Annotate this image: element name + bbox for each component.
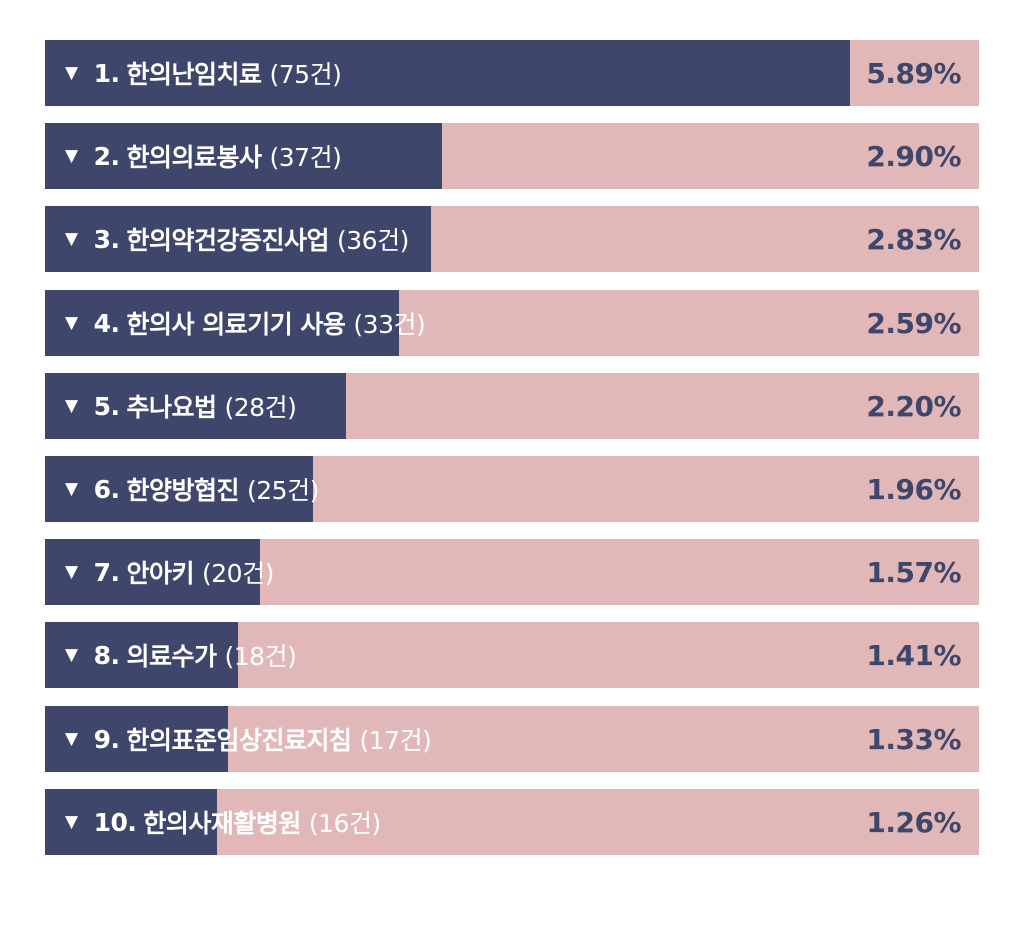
rank-number: 4. — [93, 308, 120, 338]
triangle-down-icon: ▼ — [65, 645, 78, 665]
triangle-down-icon: ▼ — [65, 229, 78, 249]
category-name: 한의사 의료기기 사용 — [126, 310, 346, 339]
category-name: 안아키 — [126, 559, 194, 588]
category-name: 한의의료봉사 — [126, 143, 262, 172]
percent-value: 1.57% — [866, 555, 961, 589]
triangle-down-icon: ▼ — [65, 146, 78, 166]
bar-label: ▼ 10. 한의사재활병원 (16건) — [65, 789, 381, 855]
category-name: 한의난임치료 — [126, 60, 262, 89]
bar-label: ▼ 6. 한양방협진 (25건) — [65, 456, 319, 522]
triangle-down-icon: ▼ — [65, 63, 78, 83]
bar-label: ▼ 1. 한의난임치료 (75건) — [65, 40, 342, 106]
triangle-down-icon: ▼ — [65, 313, 78, 333]
bar-fill — [45, 622, 238, 688]
triangle-down-icon: ▼ — [65, 479, 78, 499]
bar-label: ▼ 3. 한의약건강증진사업 (36건) — [65, 206, 409, 272]
triangle-down-icon: ▼ — [65, 729, 78, 749]
rank-number: 7. — [93, 557, 120, 587]
bar-fill — [45, 789, 217, 855]
bar-label: ▼ 7. 안아키 (20건) — [65, 539, 274, 605]
count-label: (18건) — [224, 642, 297, 671]
bar-row: ▼ 6. 한양방협진 (25건) 1.96% — [45, 456, 979, 522]
count-label: (25건) — [247, 476, 319, 505]
category-name: 의료수가 — [126, 642, 217, 671]
rank-number: 9. — [93, 724, 120, 754]
bar-fill — [45, 373, 346, 439]
bar-fill — [45, 206, 431, 272]
bar-row: ▼ 5. 추나요법 (28건) 2.20% — [45, 373, 979, 439]
percent-value: 1.41% — [866, 638, 961, 672]
category-name: 추나요법 — [126, 393, 217, 422]
count-label: (17건) — [359, 726, 432, 755]
bar-label: ▼ 9. 한의표준임상진료지침 (17건) — [65, 706, 432, 772]
bar-row: ▼ 10. 한의사재활병원 (16건) 1.26% — [45, 789, 979, 855]
rank-number: 8. — [93, 640, 120, 670]
rank-number: 6. — [93, 474, 120, 504]
count-label: (16건) — [308, 809, 381, 838]
bar-fill — [45, 539, 260, 605]
percent-value: 1.96% — [866, 472, 961, 506]
percent-value: 2.83% — [866, 222, 961, 256]
count-label: (28건) — [224, 393, 297, 422]
count-label: (75건) — [269, 60, 342, 89]
bar-row: ▼ 2. 한의의료봉사 (37건) 2.90% — [45, 123, 979, 189]
rank-number: 2. — [93, 141, 120, 171]
bar-row: ▼ 8. 의료수가 (18건) 1.41% — [45, 622, 979, 688]
percent-value: 5.89% — [866, 56, 961, 90]
bar-row: ▼ 3. 한의약건강증진사업 (36건) 2.83% — [45, 206, 979, 272]
bar-row: ▼ 7. 안아키 (20건) 1.57% — [45, 539, 979, 605]
bar-label: ▼ 5. 추나요법 (28건) — [65, 373, 297, 439]
bar-row: ▼ 1. 한의난임치료 (75건) 5.89% — [45, 40, 979, 106]
percent-value: 1.33% — [866, 722, 961, 756]
count-label: (33건) — [353, 310, 426, 339]
triangle-down-icon: ▼ — [65, 562, 78, 582]
percent-value: 2.59% — [866, 306, 961, 340]
category-name: 한의표준임상진료지침 — [126, 726, 352, 755]
rank-number: 3. — [93, 224, 120, 254]
bar-fill — [45, 456, 313, 522]
bar-fill — [45, 290, 399, 356]
bar-label: ▼ 2. 한의의료봉사 (37건) — [65, 123, 342, 189]
percent-value: 1.26% — [866, 805, 961, 839]
bar-label: ▼ 4. 한의사 의료기기 사용 (33건) — [65, 290, 426, 356]
count-label: (37건) — [269, 143, 342, 172]
category-name: 한양방협진 — [126, 476, 239, 505]
bar-row: ▼ 9. 한의표준임상진료지침 (17건) 1.33% — [45, 706, 979, 772]
count-label: (36건) — [337, 226, 409, 255]
bar-row: ▼ 4. 한의사 의료기기 사용 (33건) 2.59% — [45, 290, 979, 356]
category-name: 한의사재활병원 — [143, 809, 301, 838]
rank-number: 1. — [93, 58, 120, 88]
rank-number: 5. — [93, 391, 120, 421]
bar-fill — [45, 40, 850, 106]
percent-value: 2.90% — [866, 139, 961, 173]
count-label: (20건) — [202, 559, 274, 588]
bar-label: ▼ 8. 의료수가 (18건) — [65, 622, 297, 688]
rank-number: 10. — [93, 807, 137, 837]
bar-fill — [45, 123, 442, 189]
bar-fill — [45, 706, 228, 772]
triangle-down-icon: ▼ — [65, 396, 78, 416]
triangle-down-icon: ▼ — [65, 812, 78, 832]
category-name: 한의약건강증진사업 — [126, 226, 329, 255]
percent-value: 2.20% — [866, 389, 961, 423]
